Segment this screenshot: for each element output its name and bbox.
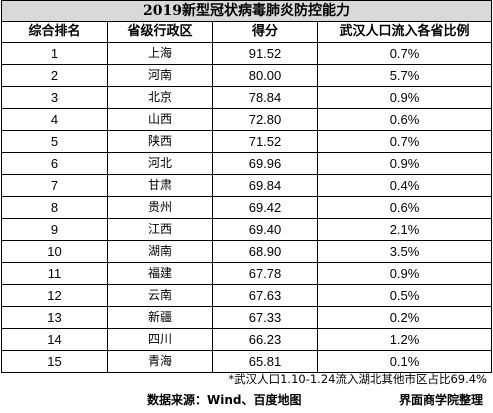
province-cell: 上海 — [107, 42, 213, 65]
province-cell: 北京 — [107, 86, 213, 109]
province-cell: 新疆 — [107, 306, 213, 329]
header-province: 省级行政区 — [107, 21, 213, 43]
ratio-cell: 0.6% — [316, 108, 493, 131]
table-title-row: 2019新型冠状病毒肺炎防控能力 — [0, 0, 493, 22]
ratio-cell: 0.9% — [316, 262, 493, 285]
table-row: 1 上海 91.52 0.7% — [1, 42, 493, 65]
rank-cell: 2 — [1, 64, 108, 87]
rank-cell: 15 — [1, 350, 108, 373]
ratio-cell: 1.2% — [316, 328, 493, 351]
score-cell: 69.84 — [212, 174, 318, 197]
score-cell: 67.78 — [212, 262, 318, 285]
rank-cell: 3 — [1, 86, 108, 109]
ratio-cell: 0.6% — [316, 196, 493, 219]
rank-cell: 12 — [1, 284, 108, 307]
ratio-cell: 0.1% — [316, 350, 493, 373]
rank-cell: 10 — [1, 240, 108, 263]
header-row: 综合排名 省级行政区 得分 武汉人口流入各省比例 — [1, 21, 493, 43]
province-cell: 贵州 — [107, 196, 213, 219]
province-cell: 河北 — [107, 152, 213, 175]
rank-cell: 13 — [1, 306, 108, 329]
ratio-cell: 0.9% — [316, 86, 493, 109]
credit: 界面商学院整理 — [398, 393, 483, 407]
ratio-cell: 3.5% — [316, 240, 493, 263]
rank-cell: 11 — [1, 262, 108, 285]
rank-cell: 9 — [1, 218, 108, 241]
table-row: 10 湖南 68.90 3.5% — [1, 240, 493, 263]
score-cell: 68.90 — [212, 240, 318, 263]
score-cell: 66.23 — [212, 328, 318, 351]
province-cell: 河南 — [107, 64, 213, 87]
header-rank: 综合排名 — [1, 21, 108, 43]
rank-cell: 6 — [1, 152, 108, 175]
province-cell: 四川 — [107, 328, 213, 351]
header-score: 得分 — [212, 21, 318, 43]
table-row: 15 青海 65.81 0.1% — [1, 350, 493, 373]
score-cell: 78.84 — [212, 86, 318, 109]
footnote: *武汉人口1.10-1.24流入湖北其他市区占比69.4% — [228, 372, 487, 386]
province-cell: 福建 — [107, 262, 213, 285]
province-cell: 江西 — [107, 218, 213, 241]
table-row: 14 四川 66.23 1.2% — [1, 328, 493, 351]
ratio-cell: 2.1% — [316, 218, 493, 241]
ratio-cell: 0.7% — [316, 42, 493, 65]
data-source: 数据来源：Wind、百度地图 — [147, 393, 302, 407]
ratio-cell: 0.9% — [316, 152, 493, 175]
score-cell: 71.52 — [212, 130, 318, 153]
header-ratio: 武汉人口流入各省比例 — [316, 21, 493, 43]
table-row: 12 云南 67.63 0.5% — [1, 284, 493, 307]
rank-cell: 4 — [1, 108, 108, 131]
table-row: 5 陕西 71.52 0.7% — [1, 130, 493, 153]
table-title: 2019新型冠状病毒肺炎防控能力 — [0, 0, 493, 22]
score-cell: 67.63 — [212, 284, 318, 307]
score-cell: 69.96 — [212, 152, 318, 175]
rank-cell: 1 — [1, 42, 108, 65]
ratio-cell: 0.5% — [316, 284, 493, 307]
rank-cell: 5 — [1, 130, 108, 153]
table-row: 2 河南 80.00 5.7% — [1, 64, 493, 87]
score-cell: 69.40 — [212, 218, 318, 241]
score-cell: 91.52 — [212, 42, 318, 65]
source-line: 数据来源：Wind、百度地图 界面商学院整理 — [1, 390, 491, 410]
table-row: 9 江西 69.40 2.1% — [1, 218, 493, 241]
ratio-cell: 0.7% — [316, 130, 493, 153]
ranking-table-container: 2019新型冠状病毒肺炎防控能力 综合排名 省级行政区 得分 武汉人口流入各省比… — [0, 0, 493, 373]
score-cell: 80.00 — [212, 64, 318, 87]
score-cell: 69.42 — [212, 196, 318, 219]
rank-cell: 7 — [1, 174, 108, 197]
ranking-table: 2019新型冠状病毒肺炎防控能力 综合排名 省级行政区 得分 武汉人口流入各省比… — [0, 0, 493, 373]
score-cell: 72.80 — [212, 108, 318, 131]
table-row: 11 福建 67.78 0.9% — [1, 262, 493, 285]
table-row: 3 北京 78.84 0.9% — [1, 86, 493, 109]
table-row: 7 甘肃 69.84 0.4% — [1, 174, 493, 197]
ratio-cell: 5.7% — [316, 64, 493, 87]
rank-cell: 14 — [1, 328, 108, 351]
province-cell: 云南 — [107, 284, 213, 307]
table-row: 6 河北 69.96 0.9% — [1, 152, 493, 175]
province-cell: 甘肃 — [107, 174, 213, 197]
table-row: 4 山西 72.80 0.6% — [1, 108, 493, 131]
rank-cell: 8 — [1, 196, 108, 219]
table-row: 8 贵州 69.42 0.6% — [1, 196, 493, 219]
table-row: 13 新疆 67.33 0.2% — [1, 306, 493, 329]
province-cell: 山西 — [107, 108, 213, 131]
score-cell: 65.81 — [212, 350, 318, 373]
province-cell: 陕西 — [107, 130, 213, 153]
province-cell: 湖南 — [107, 240, 213, 263]
ratio-cell: 0.2% — [316, 306, 493, 329]
ratio-cell: 0.4% — [316, 174, 493, 197]
score-cell: 67.33 — [212, 306, 318, 329]
